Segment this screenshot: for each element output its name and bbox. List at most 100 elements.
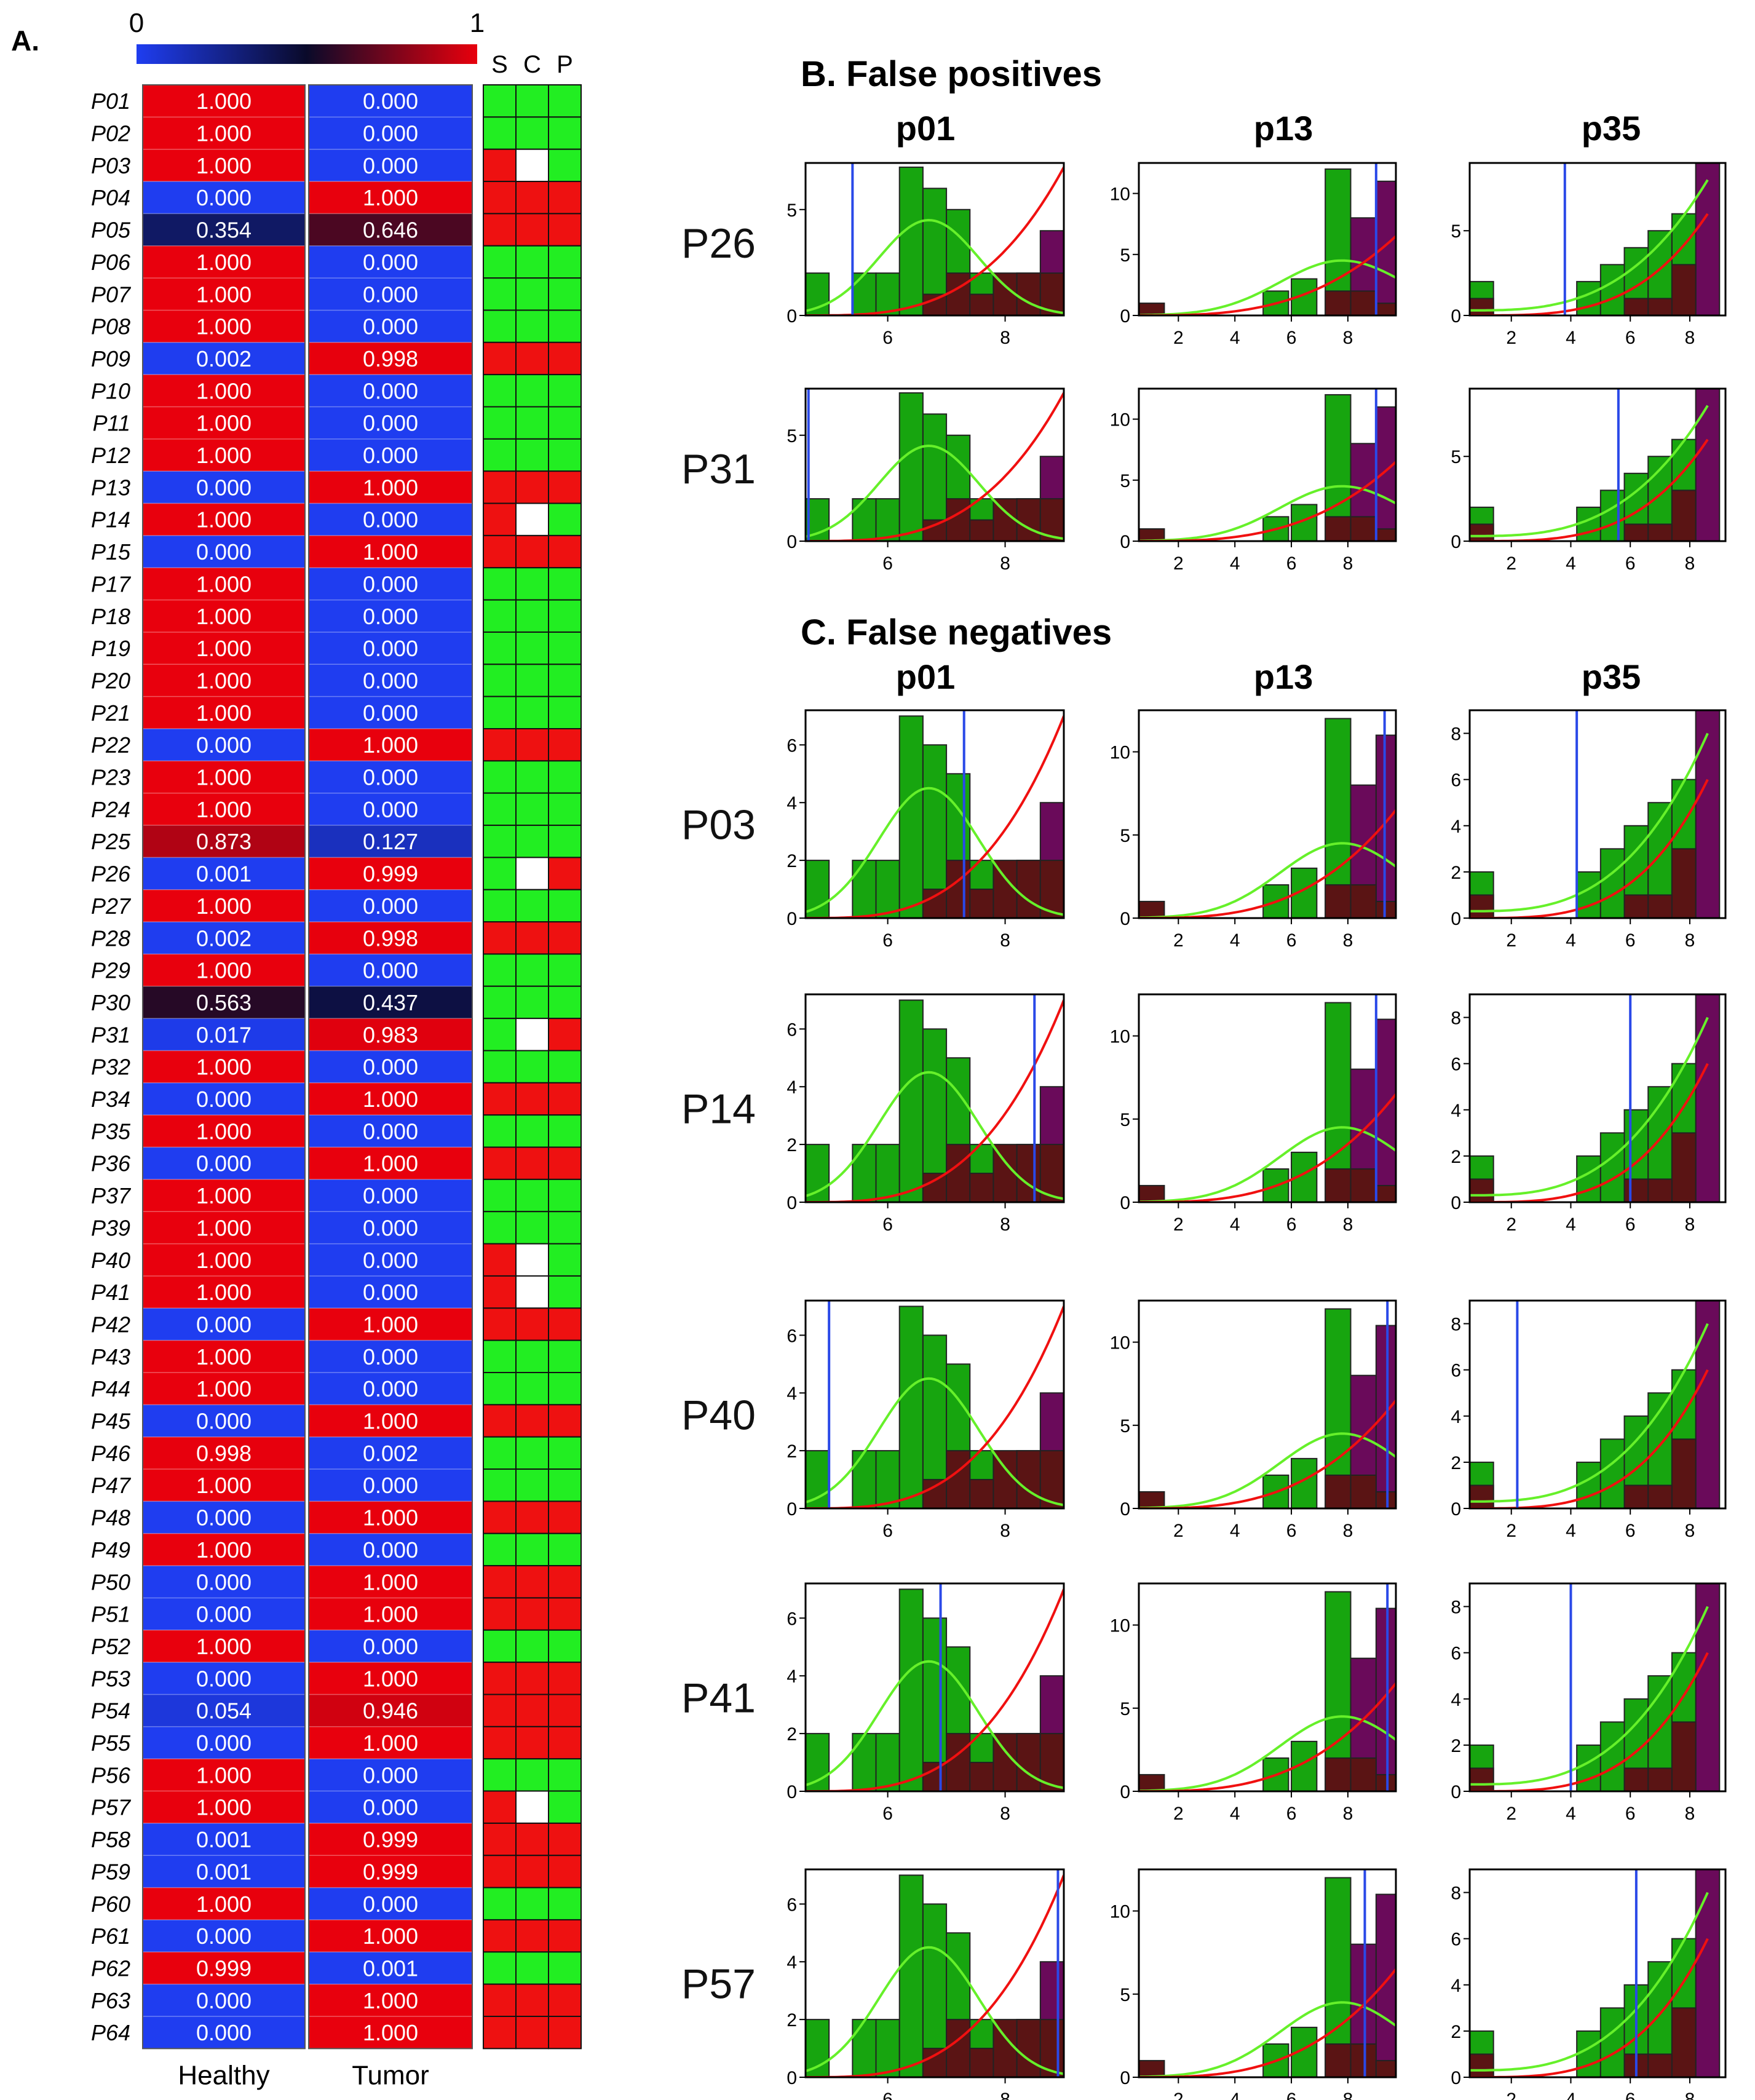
green-bar	[1599, 1721, 1625, 1791]
y-tick-label: 0	[786, 909, 797, 929]
plot-area	[806, 1869, 1064, 2077]
green-bar	[898, 1588, 924, 1791]
healthy-cell	[143, 1308, 305, 1341]
scp-cell	[515, 1662, 549, 1695]
row-label: P03	[91, 153, 130, 178]
patient-row-label: P14	[681, 1086, 756, 1133]
healthy-cell	[143, 406, 305, 440]
brown-bar	[1623, 1178, 1649, 1202]
scp-cell	[548, 84, 582, 118]
plot-frame	[1468, 162, 1727, 317]
y-tick-label: 0	[1120, 1782, 1130, 1802]
scp-cell	[515, 1629, 549, 1663]
brown-bar	[1470, 2053, 1494, 2077]
scp-cell	[515, 213, 549, 247]
healthy-cell	[143, 1791, 305, 1824]
y-tick-label: 6	[786, 1895, 797, 1915]
healthy-value: 0.000	[196, 2020, 252, 2045]
healthy-cell	[143, 857, 305, 890]
scp-cell	[483, 1339, 517, 1373]
x-tick-label: 2	[1173, 553, 1184, 574]
plot-area	[806, 389, 1064, 541]
green-bar	[875, 1144, 900, 1202]
tumor-cell	[309, 1179, 472, 1212]
tumor-cell	[309, 278, 472, 311]
scp-cell	[548, 245, 582, 279]
x-tick-label: 8	[1685, 1214, 1695, 1235]
row-label: P32	[91, 1055, 130, 1080]
healthy-value: 1.000	[196, 797, 252, 822]
scp-cell	[483, 664, 517, 697]
tumor-cell	[309, 1469, 472, 1502]
scp-cell	[483, 1114, 517, 1148]
heatmap-row: P08 1.000 0.000	[91, 309, 582, 343]
heatmap-row: P42 0.000 1.000	[91, 1307, 582, 1341]
scp-cell	[548, 1919, 582, 1953]
scp-cell	[548, 664, 582, 697]
tumor-cell	[309, 761, 472, 794]
row-label: P52	[91, 1634, 130, 1659]
tumor-cell	[309, 1243, 472, 1277]
scp-cell	[483, 953, 517, 987]
scp-cell	[483, 1468, 517, 1502]
healthy-value: 1.000	[196, 282, 252, 307]
brown-bar	[1350, 1757, 1377, 1791]
tumor-column-frame	[308, 84, 473, 2050]
y-tick-label: 2	[786, 1441, 797, 1462]
y-tick-label: 6	[786, 1020, 797, 1040]
histogram-p01-P41: 6 8 0 2 4 6	[786, 1582, 1065, 1824]
row-label: P01	[91, 89, 130, 114]
x-tick-label: 8	[1343, 1214, 1353, 1235]
histogram-p13-P03: 2 4 6 8 0 5 10	[1110, 709, 1397, 951]
x-tick-label: 6	[882, 1521, 893, 1541]
tumor-value: 0.000	[363, 282, 418, 307]
brown-bar	[969, 1173, 994, 1202]
healthy-value: 0.873	[196, 829, 252, 854]
healthy-value: 0.002	[196, 346, 252, 371]
scp-cell	[515, 1790, 549, 1824]
row-label: P41	[91, 1280, 130, 1305]
y-tick-label: 5	[1451, 221, 1461, 242]
plot-area	[1470, 1869, 1721, 2077]
x-tick-label: 6	[882, 1804, 893, 1824]
scp-cell	[515, 438, 549, 472]
tumor-cell	[309, 857, 472, 890]
brown-bar	[1325, 1757, 1352, 1791]
green-fit-curve	[1139, 842, 1396, 918]
tumor-value: 1.000	[363, 2020, 418, 2045]
x-tick-label: 4	[1566, 2090, 1576, 2100]
row-label: P64	[91, 2020, 130, 2045]
scp-cell	[483, 1178, 517, 1213]
y-tick-label: 10	[1110, 410, 1130, 430]
scp-cell	[548, 1243, 582, 1277]
scp-cell	[483, 1372, 517, 1406]
y-tick-label: 5	[1120, 1416, 1130, 1436]
heatmap-row: P63 0.000 1.000	[91, 1983, 582, 2017]
heatmap-row: P25 0.873 0.127	[91, 825, 582, 858]
brown-bar	[1671, 1438, 1697, 1508]
healthy-cell	[143, 535, 305, 568]
purple-bar	[1375, 1325, 1396, 1508]
brown-bar	[1470, 1178, 1494, 1202]
scp-cell	[483, 502, 517, 536]
x-tick-label: 4	[1230, 930, 1240, 951]
y-tick-label: 10	[1110, 1902, 1130, 1922]
x-tick-label: 6	[1286, 2090, 1297, 2100]
scp-cell	[515, 760, 549, 794]
heatmap-row: P11 1.000 0.000	[93, 406, 582, 440]
x-tick-label: 4	[1230, 2090, 1240, 2100]
brown-bar	[1016, 498, 1041, 541]
heatmap-row: P17 1.000 0.000	[91, 567, 582, 601]
plot-frame	[804, 709, 1065, 919]
scp-cell	[483, 438, 517, 472]
brown-bar	[1470, 1484, 1494, 1508]
tumor-value: 0.000	[363, 1055, 418, 1080]
patient-row-label: P26	[681, 220, 756, 267]
brown-bar	[922, 889, 948, 918]
brown-bar	[1375, 528, 1396, 541]
row-label: P63	[91, 1988, 130, 2013]
scp-cell	[548, 1532, 582, 1567]
scp-cell	[515, 1339, 549, 1373]
brown-bar	[946, 498, 971, 541]
healthy-cell	[143, 761, 305, 794]
